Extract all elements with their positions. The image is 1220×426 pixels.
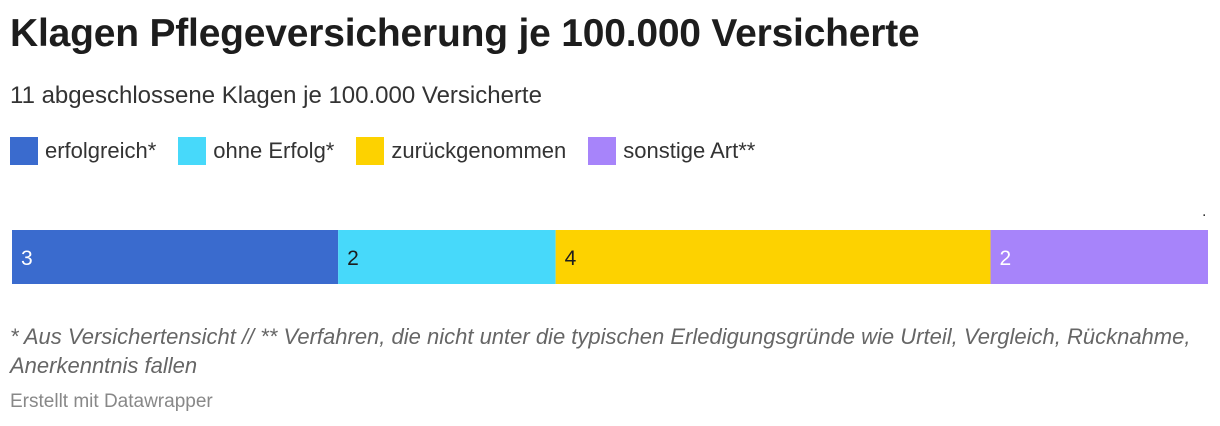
legend-swatch-zurueckgenommen [356,137,385,165]
bar-segment-erfolgreich [12,230,339,284]
legend-swatch-sonstige [588,137,617,165]
legend: erfolgreich* ohne Erfolg* zurückgenommen… [10,137,777,165]
legend-label-sonstige: sonstige Art** [623,138,756,163]
legend-item-erfolgreich: erfolgreich* [10,137,156,165]
footnote: * Aus Versichertensicht // ** Verfahren,… [10,324,1191,378]
chart-title: Klagen Pflegeversicherung je 100.000 Ver… [10,12,920,55]
legend-swatch-erfolgreich [10,137,38,165]
bar-segment-ohne-erfolg [338,230,556,284]
legend-item-sonstige: sonstige Art** [588,137,755,165]
chart-marker: . [1202,203,1207,220]
legend-item-zurueckgenommen: zurückgenommen [356,137,566,165]
bar-value-label-zurückgenommen: 4 [565,247,577,270]
bar-value-label-erfolgreich: 3 [21,247,33,270]
legend-label-erfolgreich: erfolgreich* [45,138,157,163]
bar-value-label-sonstige-art: 2 [1000,247,1012,270]
legend-label-ohne-erfolg: ohne Erfolg* [213,138,335,163]
bar-value-label-ohne-erfolg: 2 [347,247,359,270]
legend-swatch-ohne-erfolg [178,137,207,165]
legend-item-ohne-erfolg: ohne Erfolg* [178,137,334,165]
legend-label-zurueckgenommen: zurückgenommen [391,138,567,163]
bar-segment-zurückgenommen [555,230,991,284]
bar-segment-sonstige-art [990,230,1208,284]
credit-link[interactable]: Erstellt mit Datawrapper [10,391,213,412]
chart-subtitle: 11 abgeschlossene Klagen je 100.000 Vers… [10,82,542,109]
